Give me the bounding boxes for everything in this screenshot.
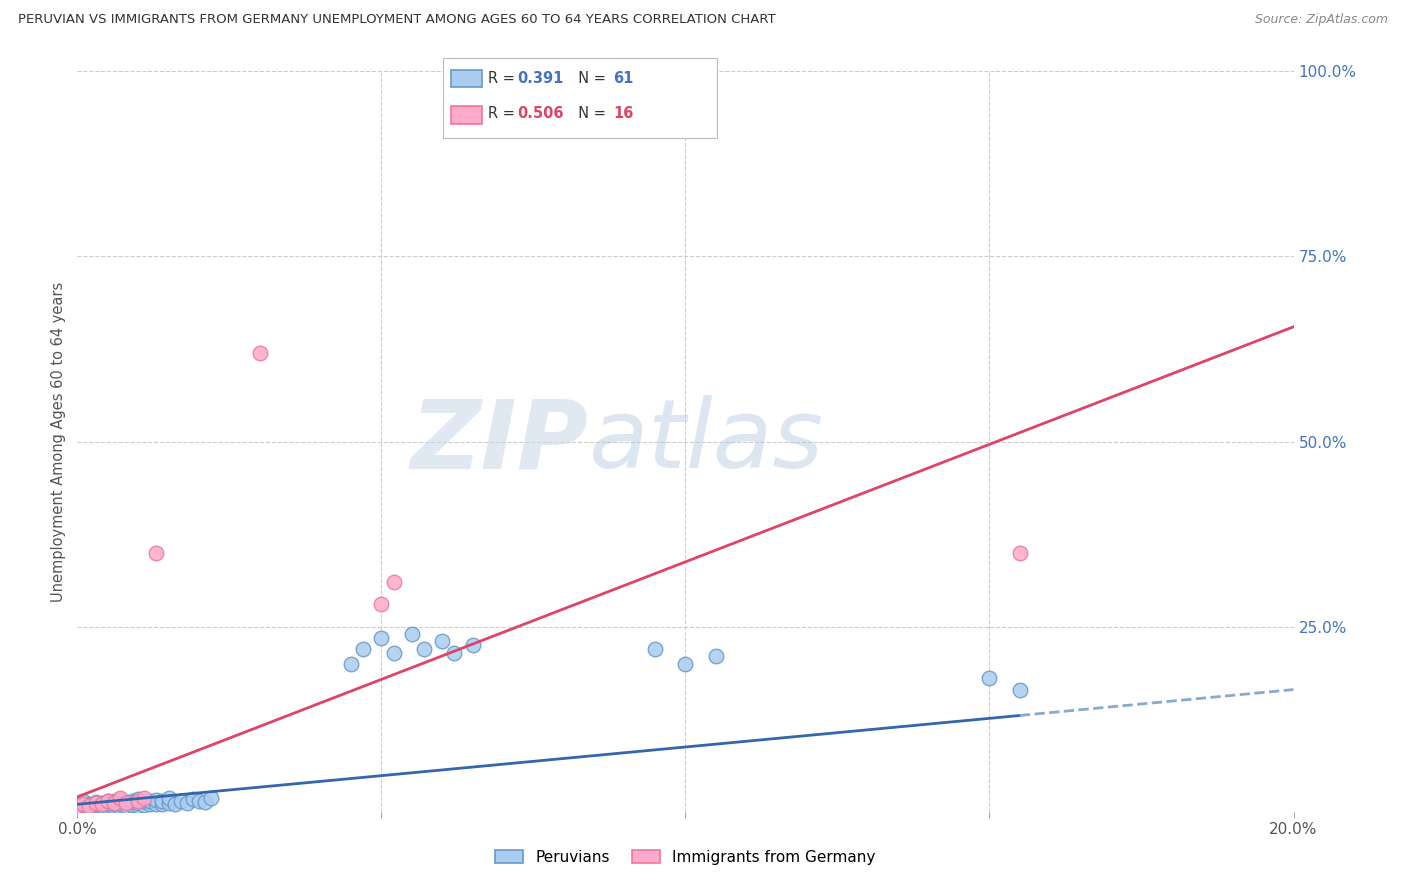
Text: N =: N = [569, 71, 612, 86]
Point [163, 797, 186, 812]
Text: 61: 61 [613, 71, 633, 86]
Point [115, 796, 138, 810]
Point [194, 795, 217, 809]
Point [79, 798, 101, 813]
Text: ZIP: ZIP [411, 395, 588, 488]
Point [127, 792, 149, 806]
Point [413, 641, 436, 656]
Point [115, 795, 138, 809]
Point [139, 797, 162, 812]
Point [152, 797, 174, 812]
Point [188, 794, 211, 808]
Point [370, 631, 392, 645]
Point [103, 796, 125, 810]
Point [103, 794, 125, 808]
Text: 0.391: 0.391 [517, 71, 564, 86]
Text: atlas: atlas [588, 395, 823, 488]
Point [121, 798, 143, 813]
Point [84, 800, 107, 814]
Point [134, 791, 156, 805]
Point [145, 793, 167, 807]
Point [66, 798, 89, 813]
Legend: Peruvians, Immigrants from Germany: Peruvians, Immigrants from Germany [489, 844, 882, 871]
Point [90, 798, 112, 813]
Point [382, 575, 405, 590]
Point [704, 649, 727, 664]
Point [443, 646, 465, 660]
Point [121, 794, 143, 808]
Point [66, 798, 89, 813]
Point [139, 794, 162, 808]
Point [200, 791, 222, 805]
Point [90, 801, 112, 815]
Point [145, 546, 167, 560]
Text: 0.506: 0.506 [517, 106, 564, 120]
Point [90, 797, 112, 812]
Point [157, 791, 180, 805]
Point [249, 345, 271, 359]
Point [461, 638, 484, 652]
Point [1008, 546, 1031, 560]
Point [72, 794, 94, 808]
Point [79, 801, 101, 815]
Point [103, 797, 125, 812]
Point [401, 627, 423, 641]
Point [103, 800, 125, 814]
Point [97, 794, 120, 808]
Text: R =: R = [488, 106, 519, 120]
Point [340, 657, 363, 671]
Text: N =: N = [569, 106, 612, 120]
Point [97, 797, 120, 812]
Point [72, 797, 94, 812]
Point [979, 672, 1001, 686]
Point [72, 798, 94, 813]
Text: PERUVIAN VS IMMIGRANTS FROM GERMANY UNEMPLOYMENT AMONG AGES 60 TO 64 YEARS CORRE: PERUVIAN VS IMMIGRANTS FROM GERMANY UNEM… [18, 13, 776, 27]
Point [430, 634, 453, 648]
Point [72, 800, 94, 814]
Point [134, 798, 156, 813]
Point [127, 796, 149, 810]
Point [127, 794, 149, 808]
Text: Source: ZipAtlas.com: Source: ZipAtlas.com [1254, 13, 1388, 27]
Point [66, 796, 89, 810]
Point [181, 792, 204, 806]
Point [152, 794, 174, 808]
Point [97, 800, 120, 814]
Point [176, 796, 198, 810]
Point [134, 794, 156, 808]
Point [382, 646, 405, 660]
Point [127, 798, 149, 813]
Point [675, 657, 697, 671]
Point [84, 798, 107, 813]
Point [90, 796, 112, 810]
Point [157, 796, 180, 810]
Text: R =: R = [488, 71, 519, 86]
Point [108, 797, 131, 811]
Point [370, 598, 392, 612]
Point [644, 641, 666, 656]
Point [84, 796, 107, 810]
Point [108, 799, 131, 814]
Point [66, 801, 89, 815]
Point [108, 791, 131, 805]
Point [84, 795, 107, 809]
Point [97, 794, 120, 808]
Point [115, 798, 138, 813]
Point [1008, 682, 1031, 697]
Y-axis label: Unemployment Among Ages 60 to 64 years: Unemployment Among Ages 60 to 64 years [51, 281, 66, 602]
Point [79, 797, 101, 812]
Point [352, 641, 374, 656]
Text: 16: 16 [613, 106, 633, 120]
Point [145, 797, 167, 811]
Point [108, 793, 131, 807]
Point [170, 794, 193, 808]
